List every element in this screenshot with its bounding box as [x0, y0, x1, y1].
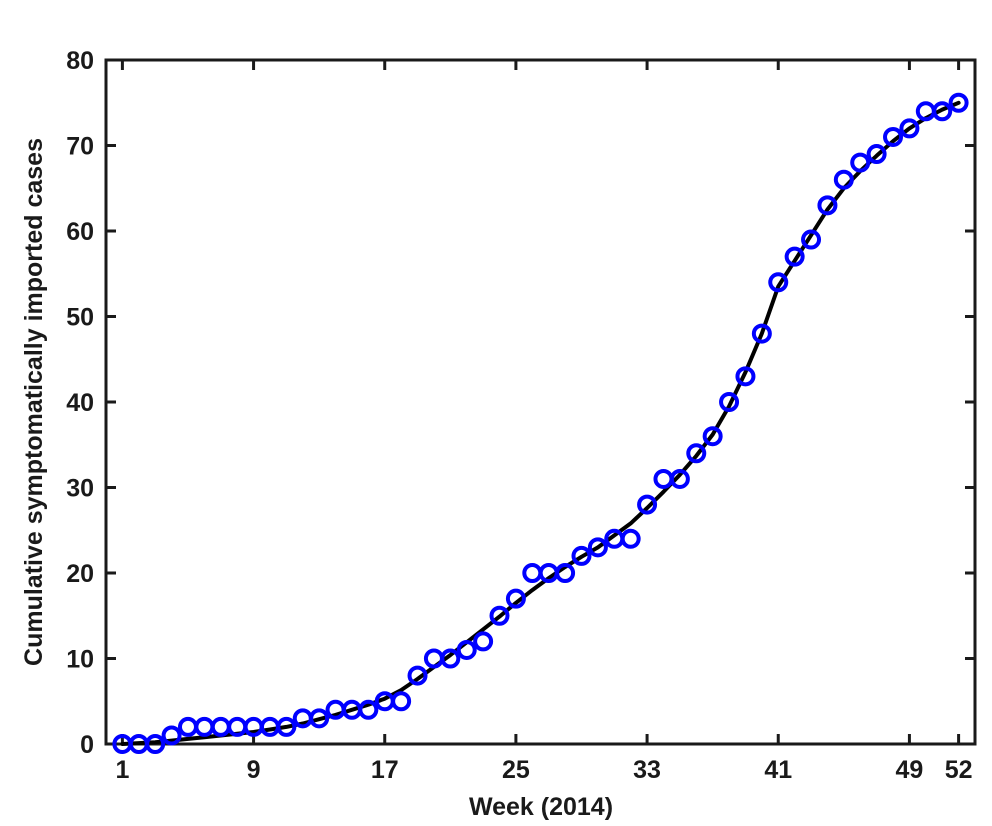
data-point — [866, 144, 887, 165]
data-point — [391, 691, 412, 712]
data-point — [423, 648, 444, 669]
data-point — [801, 229, 822, 250]
data-point — [883, 126, 904, 147]
data-point — [473, 631, 494, 652]
data-point — [735, 366, 756, 387]
x-tick-label: 9 — [247, 756, 261, 784]
x-tick-label: 41 — [764, 756, 792, 784]
data-point — [194, 716, 215, 737]
data-point — [932, 101, 953, 122]
data-point — [669, 468, 690, 489]
x-tick-label: 49 — [896, 756, 924, 784]
y-tick-label: 70 — [66, 133, 94, 161]
x-tick-label: 1 — [115, 756, 129, 784]
data-point — [177, 716, 198, 737]
data-point — [751, 323, 772, 344]
data-point — [489, 605, 510, 626]
data-point — [440, 648, 461, 669]
data-point — [768, 272, 789, 293]
data-point — [899, 118, 920, 139]
data-point — [637, 494, 658, 515]
data-point — [358, 699, 379, 720]
y-tick-label: 0 — [80, 731, 94, 759]
y-tick-label: 10 — [66, 646, 94, 674]
x-tick-label: 17 — [371, 756, 399, 784]
x-tick-label: 33 — [633, 756, 661, 784]
data-point — [210, 716, 231, 737]
data-point — [276, 716, 297, 737]
data-point — [505, 588, 526, 609]
x-tick-label: 25 — [502, 756, 530, 784]
y-tick-label: 30 — [66, 475, 94, 503]
data-point — [522, 563, 543, 583]
data-point — [719, 392, 740, 412]
y-tick-label: 20 — [66, 560, 94, 588]
data-point — [555, 563, 576, 583]
data-point — [686, 443, 707, 464]
data-point — [456, 639, 477, 660]
y-tick-label: 40 — [66, 389, 94, 417]
data-point — [850, 152, 871, 173]
y-tick-label: 50 — [66, 304, 94, 332]
data-point — [587, 537, 608, 558]
data-point — [407, 665, 428, 686]
data-point — [620, 528, 641, 549]
plot-frame — [104, 58, 977, 746]
data-point — [948, 92, 969, 113]
y-tick-label: 60 — [66, 218, 94, 246]
data-point — [702, 426, 723, 447]
data-point — [817, 195, 838, 216]
data-point — [309, 708, 330, 729]
y-axis-label: Cumulative symptomatically imported case… — [20, 138, 48, 666]
data-point — [653, 468, 674, 489]
data-point — [571, 545, 592, 566]
data-point — [833, 169, 854, 190]
data-point — [784, 246, 805, 267]
y-tick-label: 80 — [66, 47, 94, 75]
data-point — [145, 734, 166, 754]
data-point — [161, 725, 182, 746]
x-tick-label: 52 — [945, 756, 973, 784]
x-axis-label: Week (2014) — [469, 793, 613, 821]
